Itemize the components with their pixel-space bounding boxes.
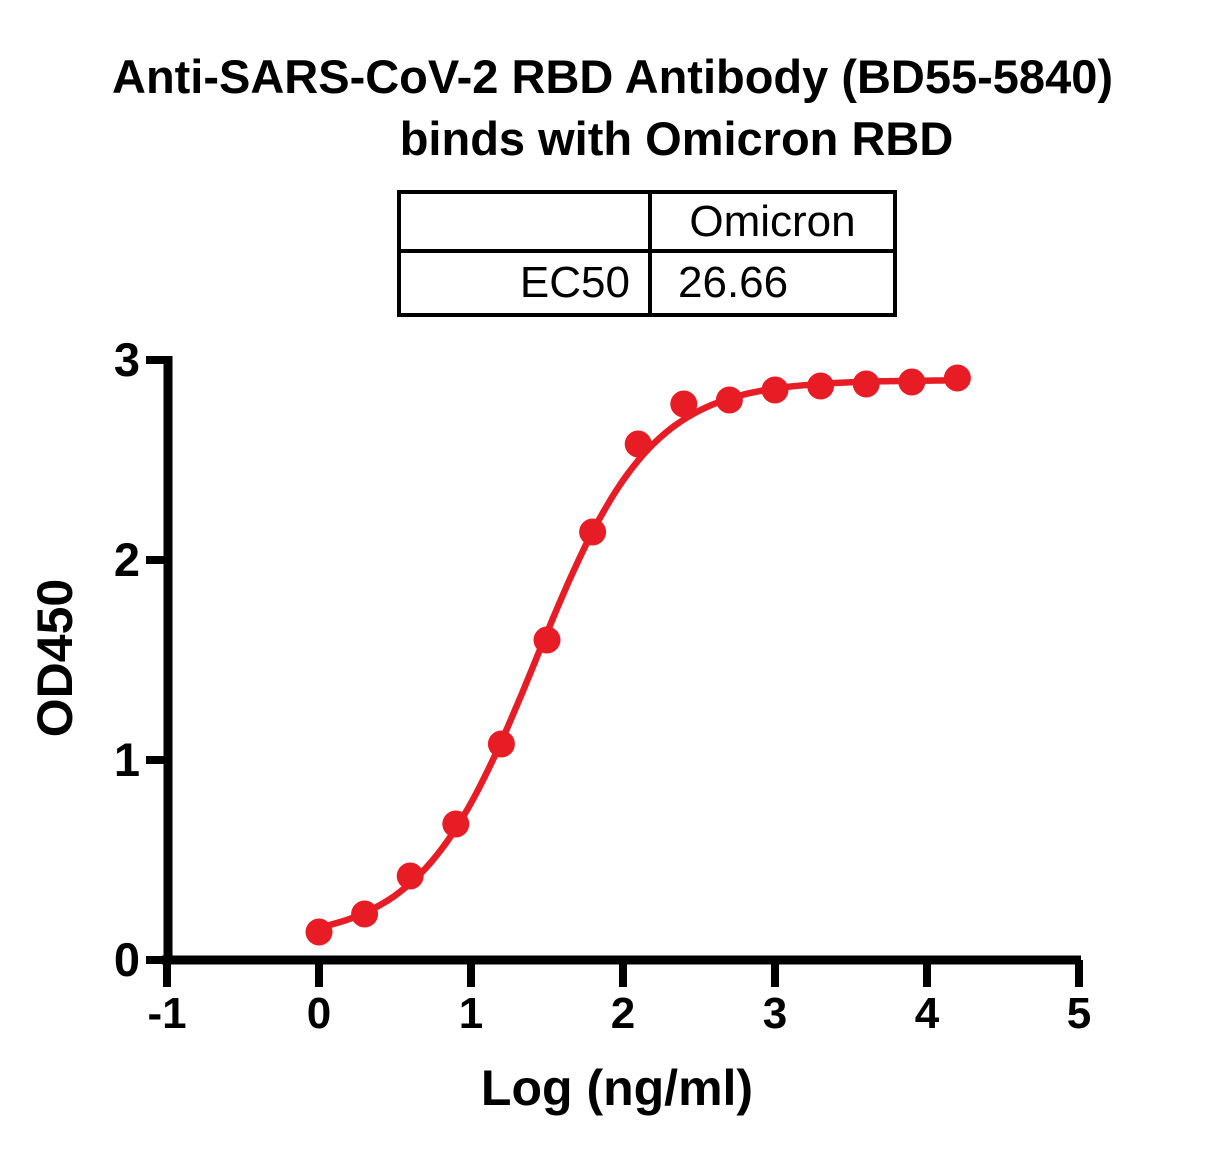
- ec50-table-row-label: EC50: [401, 253, 652, 313]
- ec50-table-value: 26.66: [678, 258, 789, 307]
- x-tick-label: 5: [1067, 989, 1091, 1038]
- fit-curve: [315, 377, 961, 931]
- data-point: [898, 368, 926, 396]
- chart-title-line1: Anti-SARS-CoV-2 RBD Antibody (BD55-5840): [112, 50, 1113, 103]
- chart-title-line2: binds with Omicron RBD: [399, 112, 954, 165]
- y-tick-label: 3: [114, 333, 140, 386]
- data-point: [670, 390, 698, 418]
- x-tick-label: 1: [459, 989, 483, 1038]
- data-point: [487, 730, 515, 758]
- data-point: [807, 372, 835, 400]
- data-point: [624, 430, 652, 458]
- data-point: [943, 364, 971, 392]
- data-point: [442, 810, 470, 838]
- y-tick-label: 1: [114, 733, 140, 786]
- ec50-table-corner-cell: [401, 194, 652, 253]
- x-tick-label: 4: [915, 989, 940, 1038]
- data-point: [761, 376, 789, 404]
- ec50-table-column-header: Omicron: [652, 194, 893, 253]
- data-point: [852, 370, 880, 398]
- ec50-table: Omicron EC50 26.66: [397, 190, 897, 317]
- chart-title: Anti-SARS-CoV-2 RBD Antibody (BD55-5840)…: [0, 46, 1209, 170]
- data-point: [715, 386, 743, 414]
- y-tick-label: 0: [114, 933, 140, 986]
- data-point: [579, 518, 607, 546]
- x-tick-label: 3: [763, 989, 787, 1038]
- x-axis-title: Log (ng/ml): [481, 1060, 753, 1116]
- data-point: [305, 918, 333, 946]
- data-point: [351, 900, 379, 928]
- x-tick-label: -1: [147, 989, 186, 1038]
- y-axis-title: OD450: [27, 579, 83, 737]
- x-tick-label: 2: [611, 989, 635, 1038]
- x-tick-label: 0: [307, 989, 331, 1038]
- data-point: [396, 862, 424, 890]
- y-tick-label: 2: [114, 533, 140, 586]
- data-point: [533, 626, 561, 654]
